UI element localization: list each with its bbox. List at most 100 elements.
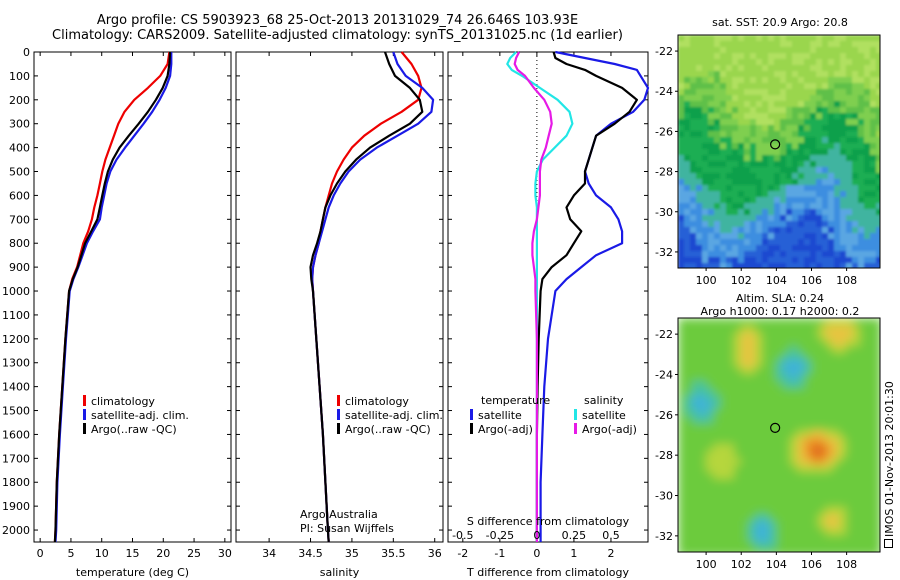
series-temperature-argo-adj- bbox=[535, 51, 639, 542]
s-tick-label: 0.5 bbox=[602, 529, 620, 542]
s-tick-label: -0.5 bbox=[452, 529, 473, 542]
map-y-tick-label: -22 bbox=[655, 328, 673, 341]
sst-map: 100 102 104 106 108 -22 -24 -26 -28 -30 -32 bbox=[655, 34, 881, 287]
map-y-tick-label: -32 bbox=[655, 246, 673, 259]
sst-map-frame bbox=[677, 34, 881, 269]
legend-swatch bbox=[83, 395, 86, 406]
legend-swatch bbox=[337, 409, 340, 420]
x-tick-label: 30 bbox=[218, 547, 232, 560]
y-tick-label: 400 bbox=[9, 142, 30, 155]
argo-location-marker bbox=[770, 422, 781, 433]
y-tick-label: 800 bbox=[9, 237, 30, 250]
y-tick-label: 100 bbox=[9, 70, 30, 83]
y-tick-label: 1100 bbox=[2, 309, 30, 322]
sla-map-frame bbox=[677, 317, 881, 553]
legend-entry: satellite bbox=[478, 409, 522, 422]
legend-swatch bbox=[574, 423, 577, 434]
x-axis-label: T difference from climatology bbox=[466, 566, 629, 579]
map-x-tick-label: 102 bbox=[731, 274, 752, 287]
legend-entry: satellite-adj. clim. bbox=[345, 409, 443, 422]
series-argo-raw-qc- bbox=[309, 51, 424, 543]
chart-title-line2: Climatology: CARS2009. Satellite-adjuste… bbox=[52, 28, 623, 43]
x-tick-label: 35 bbox=[345, 547, 359, 560]
imos-logo-icon bbox=[884, 539, 893, 548]
map-x-tick-label: 108 bbox=[836, 558, 857, 571]
s-axis-label: S difference from climatology bbox=[467, 515, 630, 528]
s-tick-label: 0.25 bbox=[562, 529, 587, 542]
map-x-tick-label: 100 bbox=[696, 558, 717, 571]
legend-swatch bbox=[337, 395, 340, 406]
legend-entry: Argo(-adj) bbox=[582, 423, 637, 436]
map-x-tick-label: 106 bbox=[801, 274, 822, 287]
x-tick-label: 15 bbox=[126, 547, 140, 560]
y-tick-label: 200 bbox=[9, 94, 30, 107]
legend-entry: climatology bbox=[345, 395, 409, 408]
x-tick-label: 5 bbox=[67, 547, 74, 560]
y-tick-label: 1900 bbox=[2, 500, 30, 513]
y-tick-label: 1700 bbox=[2, 452, 30, 465]
legend-swatch bbox=[83, 423, 86, 434]
series-argo-raw-qc- bbox=[53, 51, 172, 543]
temperature-profile: 0 100 200 300 400 500 600 700 800 900 1000 1100 1200… bbox=[2, 46, 232, 579]
y-tick-label: 1300 bbox=[2, 357, 30, 370]
y-tick-label: 600 bbox=[9, 189, 30, 202]
legend-entry: satellite bbox=[582, 409, 626, 422]
legend-group-temperature: temperature bbox=[481, 394, 550, 407]
sla-map: 100 102 104 106 108 -22 -24 -26 -28 -30 -32 bbox=[655, 317, 881, 571]
x-axis-label: salinity bbox=[320, 566, 360, 579]
imos-stamp-text: IMOS 01-Nov-2013 20:01:30 bbox=[883, 381, 896, 537]
argo-location-marker bbox=[770, 139, 781, 150]
map-x-tick-label: 102 bbox=[731, 558, 752, 571]
sla-map-field bbox=[678, 318, 880, 552]
legend-group-salinity: salinity bbox=[584, 394, 624, 407]
x-tick-label: 20 bbox=[156, 547, 170, 560]
legend-swatch bbox=[470, 423, 473, 434]
y-tick-label: 1000 bbox=[2, 285, 30, 298]
s-tick-label: 0 bbox=[533, 529, 540, 542]
x-tick-label: 34.5 bbox=[298, 547, 323, 560]
x-tick-label: 0 bbox=[37, 547, 44, 560]
sla-map-title-line2: Argo h1000: 0.17 h2000: 0.2 bbox=[700, 305, 860, 318]
salinity-profile: 34 34.5 35 35.5 36 salinity climatologysatelli… bbox=[235, 51, 444, 579]
y-tick-label: 300 bbox=[9, 118, 30, 131]
x-tick-label: 34 bbox=[262, 547, 276, 560]
y-tick-label: 900 bbox=[9, 261, 30, 274]
legend-entry: Argo(..raw -QC) bbox=[91, 423, 177, 436]
legend-swatch bbox=[337, 423, 340, 434]
sst-map-title: sat. SST: 20.9 Argo: 20.8 bbox=[712, 16, 848, 29]
legend-swatch bbox=[83, 409, 86, 420]
x-tick-label: 36 bbox=[428, 547, 442, 560]
x-axis-label: temperature (deg C) bbox=[76, 566, 189, 579]
map-y-tick-label: -28 bbox=[655, 449, 673, 462]
map-x-tick-label: 104 bbox=[766, 558, 787, 571]
y-tick-label: 1400 bbox=[2, 381, 30, 394]
map-y-tick-label: -24 bbox=[655, 85, 673, 98]
y-tick-label: 500 bbox=[9, 166, 30, 179]
chart-title-line1: Argo profile: CS 5903923_68 25-Oct-2013 … bbox=[96, 13, 579, 28]
sla-map-title-line1: Altim. SLA: 0.24 bbox=[735, 292, 825, 305]
y-tick-label: 1200 bbox=[2, 333, 30, 346]
map-x-tick-label: 106 bbox=[801, 558, 822, 571]
temperature-profile-frame bbox=[33, 51, 232, 543]
x-tick-label: -1 bbox=[494, 547, 505, 560]
map-x-tick-label: 104 bbox=[766, 274, 787, 287]
x-tick-label: 2 bbox=[607, 547, 614, 560]
map-y-tick-label: -32 bbox=[655, 530, 673, 543]
map-x-tick-label: 100 bbox=[696, 274, 717, 287]
series-salinity-argo-adj- bbox=[513, 51, 553, 542]
map-x-tick-label: 108 bbox=[836, 274, 857, 287]
y-tick-label: 2000 bbox=[2, 524, 30, 537]
map-y-tick-label: -28 bbox=[655, 166, 673, 179]
x-tick-label: 10 bbox=[95, 547, 109, 560]
series-temperature-satellite bbox=[539, 50, 650, 542]
legend-swatch bbox=[470, 409, 473, 420]
y-tick-label: 700 bbox=[9, 213, 30, 226]
sst-map-field bbox=[678, 35, 880, 268]
legend-swatch bbox=[574, 409, 577, 420]
legend-entry: Argo(-adj) bbox=[478, 423, 533, 436]
map-y-tick-label: -24 bbox=[655, 368, 673, 381]
x-tick-label: 35.5 bbox=[381, 547, 406, 560]
annotation-line1: Argo Australia bbox=[300, 508, 378, 521]
x-tick-label: 1 bbox=[570, 547, 577, 560]
